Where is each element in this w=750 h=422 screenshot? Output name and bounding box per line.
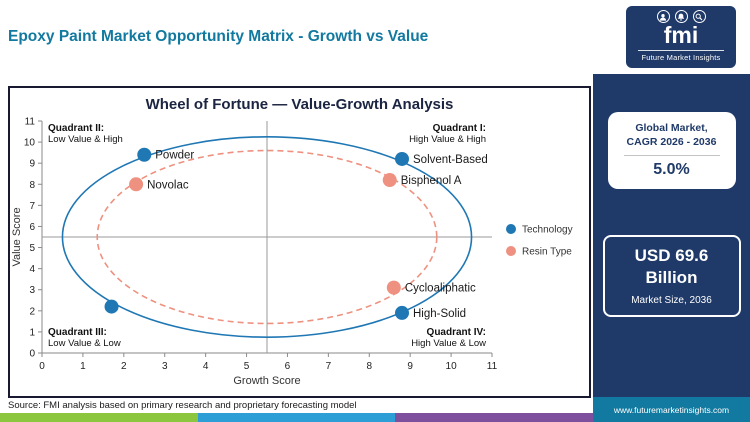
cagr-label-line1: Global Market, — [635, 122, 708, 134]
strip-segment — [197, 413, 396, 422]
quadrant-name: Quadrant IV: — [427, 327, 486, 338]
data-point-novolac — [129, 177, 144, 192]
cagr-value: 5.0% — [653, 161, 690, 179]
quadrant-name: Quadrant I: — [433, 123, 486, 134]
x-tick-label: 3 — [162, 361, 168, 372]
y-tick-label: 1 — [29, 327, 35, 338]
y-tick-label: 7 — [29, 201, 35, 212]
data-point-label: Bisphenol A — [401, 175, 462, 187]
legend-marker — [506, 246, 516, 256]
legend-marker — [506, 224, 516, 234]
legend-label: Technology — [522, 225, 573, 236]
y-tick-label: 9 — [29, 159, 35, 170]
website-url: www.futuremarketinsights.com — [593, 397, 750, 422]
y-tick-label: 6 — [29, 222, 35, 233]
market-size-value: USD 69.6 Billion — [634, 246, 709, 288]
data-point-solvent-based — [395, 151, 409, 166]
data-point-bisphenol-a — [382, 173, 397, 188]
data-point-cycloaliphatic — [386, 280, 401, 295]
data-point-label: Cycloaliphatic — [405, 283, 476, 295]
y-tick-label: 5 — [29, 243, 35, 254]
bell-icon — [674, 10, 688, 23]
x-tick-label: 9 — [407, 361, 413, 372]
legend-label: Resin Type — [522, 247, 572, 258]
y-tick-label: 3 — [29, 285, 35, 296]
data-point-label: Powder — [155, 150, 194, 162]
quadrant-desc: Low Value & Low — [48, 338, 121, 349]
x-tick-label: 10 — [446, 361, 458, 372]
logo-subtitle: Future Market Insights — [641, 53, 721, 62]
y-tick-label: 11 — [25, 117, 36, 128]
x-tick-label: 1 — [80, 361, 86, 372]
y-tick-label: 10 — [24, 138, 36, 149]
source-note: Source: FMI analysis based on primary re… — [0, 398, 593, 413]
logo-icons — [656, 10, 706, 23]
y-tick-label: 4 — [29, 264, 35, 275]
x-tick-label: 11 — [487, 361, 498, 372]
data-point-powder — [137, 147, 152, 162]
quadrant-desc: Low Value & High — [48, 134, 123, 145]
y-tick-label: 8 — [29, 180, 35, 191]
search-icon — [692, 10, 706, 23]
strip-segment — [0, 413, 198, 422]
wheel-ellipse-1 — [96, 149, 438, 325]
wheel-ellipse-0 — [61, 136, 473, 338]
logo-text: fmi — [663, 22, 699, 48]
cagr-box: Global Market, CAGR 2026 - 2036 5.0% — [607, 112, 736, 190]
cagr-divider — [623, 155, 720, 157]
x-tick-label: 4 — [203, 361, 209, 372]
x-axis-title: Growth Score — [233, 375, 300, 387]
x-tick-label: 6 — [285, 361, 291, 372]
quadrant-name: Quadrant II: — [48, 123, 104, 134]
quadrant-name: Quadrant III: — [48, 327, 107, 338]
x-tick-label: 8 — [366, 361, 372, 372]
cagr-label-line2: CAGR 2026 - 2036 — [626, 136, 717, 149]
page-title: Epoxy Paint Market Opportunity Matrix - … — [8, 28, 429, 45]
data-point-unlabeled — [104, 299, 119, 314]
strip-segment — [395, 413, 594, 422]
data-point-label: High-Solid — [413, 308, 466, 320]
y-axis-title: Value Score — [11, 207, 23, 266]
y-tick-label: 2 — [29, 306, 35, 317]
brand-color-strip — [0, 413, 594, 422]
chart-panel: Wheel of Fortune — Value-Growth Analysis… — [8, 86, 591, 398]
scatter-chart: 0 1 2 3 4 5 6 7 8 9 10 11 0 1 2 3 4 5 6 7 8 9 10 11 Powder Solven… — [11, 117, 573, 388]
x-tick-label: 5 — [244, 361, 250, 372]
data-point-label: Novolac — [147, 179, 189, 191]
market-size-label: Market Size, 2036 — [631, 294, 712, 306]
x-tick-label: 2 — [121, 361, 127, 372]
data-point-high-solid — [395, 305, 409, 320]
logo-divider — [638, 50, 724, 51]
person-icon — [656, 10, 670, 23]
chart-title: Wheel of Fortune — Value-Growth Analysis — [145, 96, 454, 113]
sidebar: Global Market, CAGR 2026 - 2036 5.0% USD… — [593, 74, 750, 397]
quadrant-desc: High Value & Low — [411, 338, 486, 349]
x-tick-label: 7 — [326, 361, 332, 372]
market-size-box: USD 69.6 Billion Market Size, 2036 — [602, 235, 741, 317]
data-point-label: Solvent-Based — [413, 154, 488, 166]
x-tick-label: 0 — [39, 361, 45, 372]
quadrant-desc: High Value & High — [409, 134, 486, 145]
fmi-logo: fmi Future Market Insights — [626, 6, 736, 68]
y-tick-label: 0 — [29, 349, 35, 360]
